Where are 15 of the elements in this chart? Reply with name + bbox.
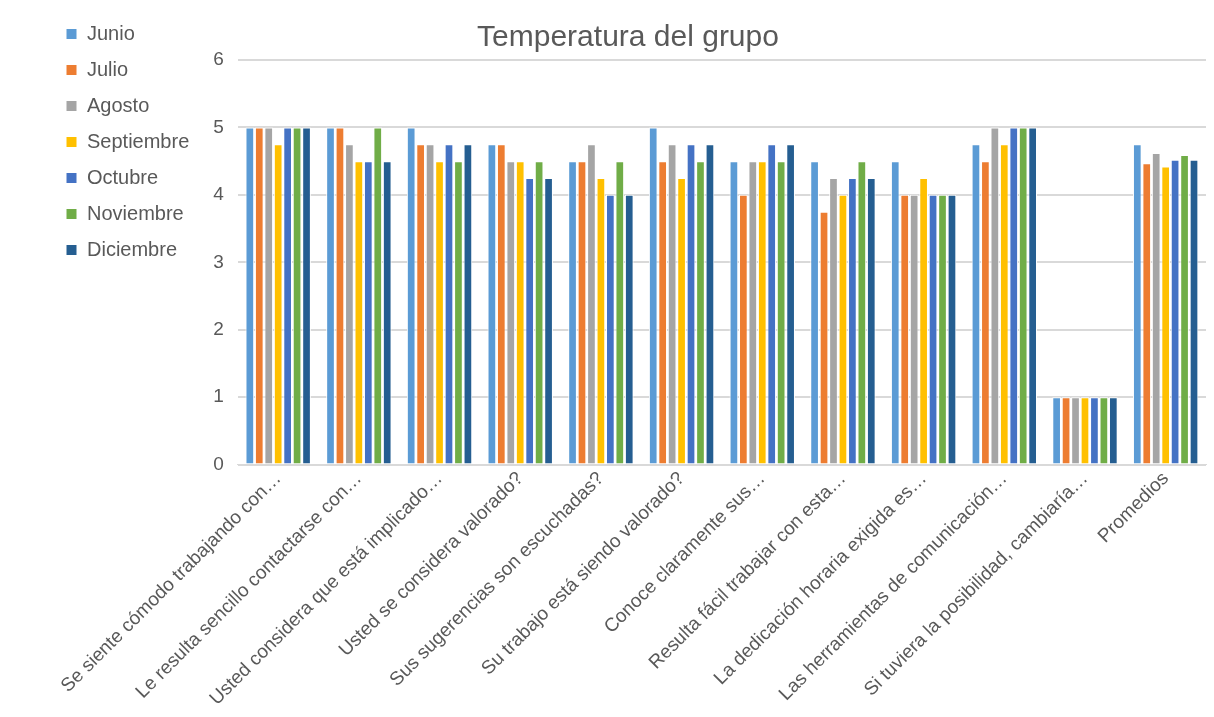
- legend-label: Agosto: [87, 93, 150, 116]
- y-tick-label: 3: [213, 250, 224, 272]
- y-tick-label: 6: [213, 48, 224, 70]
- legend-label: Junio: [87, 21, 135, 44]
- y-tick-label: 4: [213, 183, 225, 205]
- y-tick-label: 1: [213, 385, 224, 407]
- legend-label: Julio: [87, 57, 129, 80]
- y-tick-label: 2: [213, 317, 224, 339]
- legend-label: Octubre: [87, 165, 159, 188]
- legend-label: Noviembre: [87, 201, 184, 224]
- y-tick-label: 0: [213, 452, 224, 474]
- legend-label: Diciembre: [87, 237, 178, 260]
- chart-title: Temperatura del grupo: [477, 19, 779, 53]
- y-tick-label: 5: [213, 115, 224, 137]
- legend-label: Septiembre: [87, 129, 190, 152]
